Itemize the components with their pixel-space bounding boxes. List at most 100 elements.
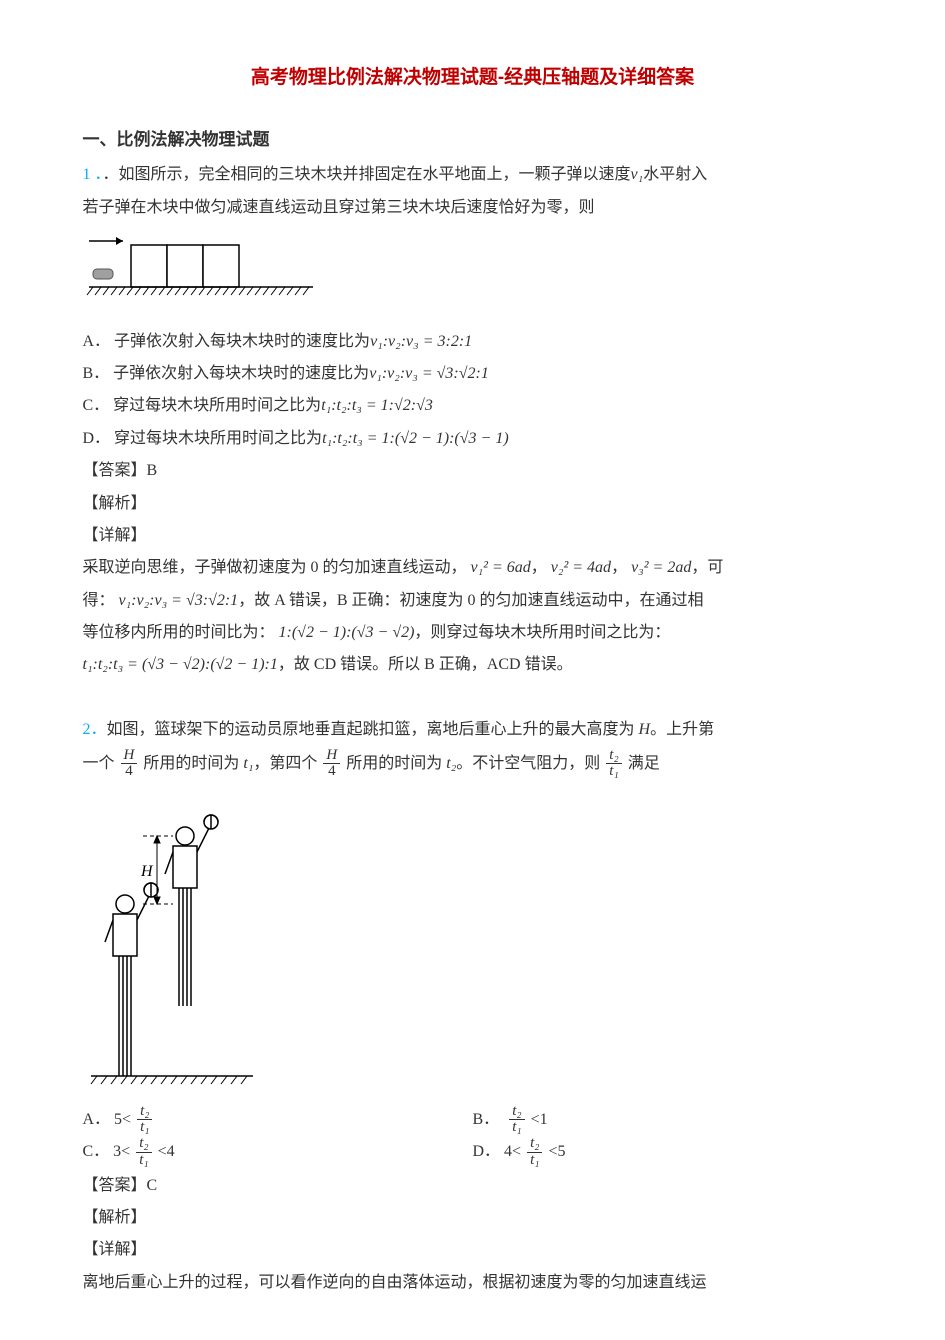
q2-optD-a: D． 4<	[473, 1143, 522, 1160]
q2-optB-a: B．	[473, 1110, 500, 1127]
q1-det-label: 【详解】	[83, 521, 863, 551]
q2-l2d: 所用的时间为	[346, 755, 446, 772]
frac-n: t₂	[509, 1104, 524, 1120]
q1-opt-b: B． 子弹依次射入每块木块时的速度比为v₁:v₂:v₃ = √3:√2:1	[83, 359, 863, 389]
q1-exp-l2b: ，故 A 错误，B 正确：初速度为 0 的匀加速直线运动中，在通过相	[238, 592, 703, 609]
frac-d: t₁	[137, 1119, 152, 1136]
frac-H4-1: H4	[121, 748, 138, 781]
q1-exp-line3: 等位移内所用的时间比为： 1:(√2 − 1):(√3 − √2)，则穿过每块木…	[83, 618, 863, 648]
answer-label: 【答案】	[83, 1177, 147, 1194]
q1-stem-line1: 1 ．．如图所示，完全相同的三块木块并排固定在水平地面上，一颗子弹以速度v₁水平…	[83, 160, 863, 190]
q1-optA-math: v₁:v₂:v₃ = 3:2:1	[370, 333, 472, 350]
frac-n: H	[121, 748, 138, 764]
q1-opt-c: C． 穿过每块木块所用时间之比为t₁:t₂:t₃ = 1:√2:√3	[83, 391, 863, 421]
q2-stem-line2: 一个 H4 所用的时间为 t₁，第四个 H4 所用的时间为 t₂。不计空气阻力，…	[83, 748, 863, 781]
frac-H4-2: H4	[323, 748, 340, 781]
q2-l1a: 如图，篮球架下的运动员原地垂直起跳扣篮，离地后重心上升的最大高度为	[107, 721, 639, 738]
q2-t2: t₂	[446, 755, 456, 772]
frac-d: t₁	[509, 1119, 524, 1136]
q2-det-label: 【详解】	[83, 1235, 863, 1265]
q2-l2b: 所用的时间为	[143, 755, 243, 772]
q1-optD-text: D． 穿过每块木块所用时间之比为	[83, 430, 323, 447]
q2-optC-b: <4	[158, 1143, 175, 1160]
q2-optC-a: C． 3<	[83, 1143, 131, 1160]
q2-stem-line1: 2．如图，篮球架下的运动员原地垂直起跳扣篮，离地后重心上升的最大高度为 H。上升…	[83, 715, 863, 745]
q1-optC-text: C． 穿过每块木块所用时间之比为	[83, 397, 322, 414]
q1-exp-line2: 得： v₁:v₂:v₃ = √3:√2:1，故 A 错误，B 正确：初速度为 0…	[83, 586, 863, 616]
q1-exp-label: 【解析】	[83, 489, 863, 519]
q2-opt-b: B． t₂t₁ <1	[473, 1104, 863, 1137]
q2-opt-d: D． 4< t₂t₁ <5	[473, 1136, 863, 1169]
q1-exp-line4: t₁:t₂:t₃ = (√3 − √2):(√2 − 1):1，故 CD 错误。…	[83, 650, 863, 680]
q1-optB-text: B． 子弹依次射入每块木块时的速度比为	[83, 365, 370, 382]
q1-exp-l3b: ，则穿过每块木块所用时间之比为：	[414, 624, 670, 641]
q1-opt-a: A． 子弹依次射入每块木块时的速度比为v₁:v₂:v₃ = 3:2:1	[83, 327, 863, 357]
q2-l2c: ，第四个	[253, 755, 317, 772]
q2-optA-a: A． 5<	[83, 1110, 132, 1127]
frac-t-b: t₂t₁	[509, 1104, 524, 1137]
q2-exp-line1: 离地后重心上升的过程，可以看作逆向的自由落体运动，根据初速度为零的匀加速直线运	[83, 1268, 863, 1298]
q1-v1: v₁	[631, 166, 644, 183]
q1-exp-l4b: ，故 CD 错误。所以 B 正确，ACD 错误。	[278, 656, 573, 673]
frac-t-a: t₂t₁	[137, 1104, 152, 1137]
answer-label: 【答案】	[83, 462, 147, 479]
q2-opt-c: C． 3< t₂t₁ <4	[83, 1136, 473, 1169]
frac-n: t₂	[606, 748, 621, 764]
frac-d: t₁	[136, 1152, 151, 1169]
q1-exp-eq5: 1:(√2 − 1):(√3 − √2)	[279, 624, 415, 641]
q1-exp-line1: 采取逆向思维，子弹做初速度为 0 的匀加速直线运动， v₁² = 6ad， v₂…	[83, 553, 863, 583]
sep1: ，	[531, 559, 547, 576]
frac-d: t₁	[527, 1152, 542, 1169]
q2-l2f: 满足	[628, 755, 660, 772]
H-label: H	[140, 863, 154, 880]
q2-t1: t₁	[243, 755, 253, 772]
frac-t-c: t₂t₁	[136, 1136, 151, 1169]
frac-n: t₂	[137, 1104, 152, 1120]
q2-optD-b: <5	[548, 1143, 565, 1160]
q1-exp-l3a: 等位移内所用的时间比为：	[83, 624, 275, 641]
q1-exp-eq6: t₁:t₂:t₃ = (√3 − √2):(√2 − 1):1	[83, 656, 278, 673]
q1-exp-eq4: v₁:v₂:v₃ = √3:√2:1	[119, 592, 239, 609]
q1-figure	[83, 229, 863, 320]
q2-options-row2: C． 3< t₂t₁ <4 D． 4< t₂t₁ <5	[83, 1136, 863, 1169]
q1-answer: 【答案】B	[83, 456, 863, 486]
frac-n: t₂	[136, 1136, 151, 1152]
page-title: 高考物理比例法解决物理试题-经典压轴题及详细答案	[83, 60, 863, 96]
q1-exp-l1b: ，可	[691, 559, 723, 576]
q1-optD-math: t₁:t₂:t₃ = 1:(√2 − 1):(√3 − 1)	[322, 430, 509, 447]
frac-d: 4	[323, 763, 340, 780]
q1-exp-eq1: v₁² = 6ad	[471, 559, 531, 576]
q1-optC-math: t₁:t₂:t₃ = 1:√2:√3	[321, 397, 433, 414]
q1-exp-l2a: 得：	[83, 592, 115, 609]
q2-l2e: 。不计空气阻力，则	[456, 755, 600, 772]
q2-answer: 【答案】C	[83, 1171, 863, 1201]
q2-opt-a: A． 5< t₂t₁	[83, 1104, 473, 1137]
frac-d: 4	[121, 763, 138, 780]
frac-t-1: t₂t₁	[606, 748, 621, 781]
q2-exp-label: 【解析】	[83, 1203, 863, 1233]
section-heading: 一、比例法解决物理试题	[83, 124, 863, 156]
q1-opt-d: D． 穿过每块木块所用时间之比为t₁:t₂:t₃ = 1:(√2 − 1):(√…	[83, 424, 863, 454]
q2-l1b: 。上升第	[650, 721, 714, 738]
q2-figure: H	[83, 786, 863, 1097]
q1-ans: B	[147, 462, 158, 479]
q2-l2a: 一个	[83, 755, 115, 772]
q1-l1b: 水平射入	[643, 166, 707, 183]
q1-stem-line2: 若子弹在木块中做匀减速直线运动且穿过第三块木块后速度恰好为零，则	[83, 193, 863, 223]
q1-number: 1 ．	[83, 166, 103, 183]
q2-number: 2．	[83, 721, 107, 738]
q2-optB-b: <1	[531, 1110, 548, 1127]
q2-ans: C	[147, 1177, 158, 1194]
frac-n: H	[323, 748, 340, 764]
q1-optA-text: A． 子弹依次射入每块木块时的速度比为	[83, 333, 371, 350]
frac-t-d: t₂t₁	[527, 1136, 542, 1169]
frac-n: t₂	[527, 1136, 542, 1152]
q1-l1a: ．如图所示，完全相同的三块木块并排固定在水平地面上，一颗子弹以速度	[103, 166, 631, 183]
q2-H: H	[639, 721, 651, 738]
frac-d: t₁	[606, 763, 621, 780]
sep2: ，	[611, 559, 627, 576]
q1-exp-eq3: v₃² = 2ad	[631, 559, 691, 576]
q1-optB-math: v₁:v₂:v₃ = √3:√2:1	[369, 365, 489, 382]
q2-options-row1: A． 5< t₂t₁ B． t₂t₁ <1	[83, 1104, 863, 1137]
q1-exp-l1a: 采取逆向思维，子弹做初速度为 0 的匀加速直线运动，	[83, 559, 467, 576]
